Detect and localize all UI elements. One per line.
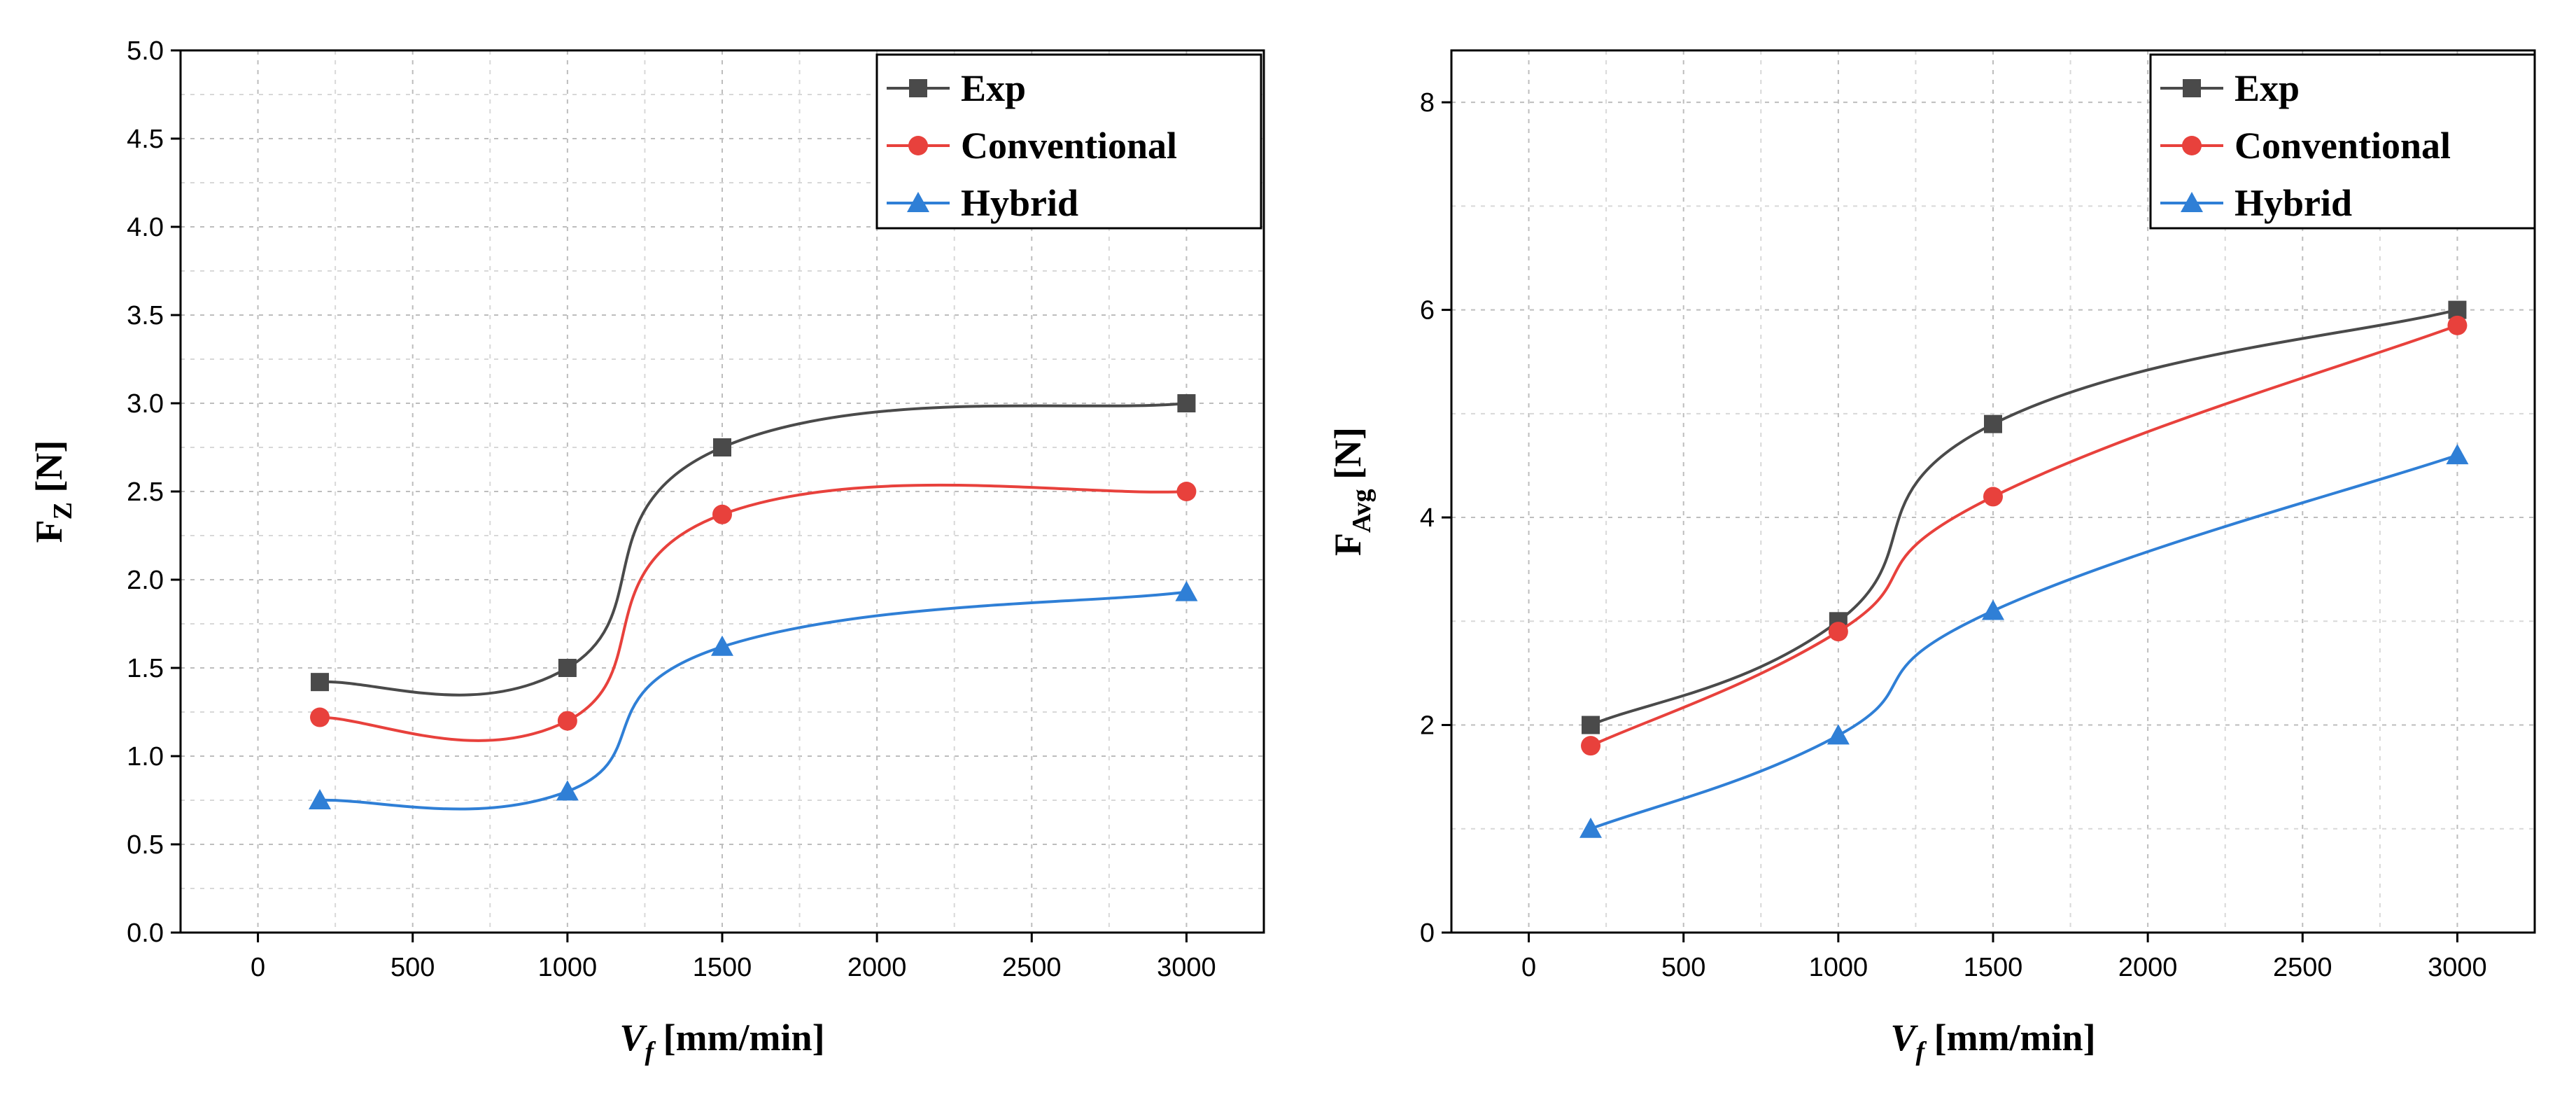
series-exp [1582,300,2467,734]
x-axis-title-sub: f [1915,1037,1927,1066]
y-tick-label: 2.0 [127,566,164,595]
y-axis-title-sub: Z [48,502,78,519]
y-tick-label: 5.0 [127,36,164,66]
y-axis-title-rest: [N] [1327,427,1369,489]
y-tick-label: 8 [1420,88,1435,118]
series-line-conventional [1590,323,2458,747]
chart-favg: 0 500 1000 1500 2000 2500 3000 0 2 4 6 8 Vf [mm/min]… [1327,49,2536,1066]
x-axis-title-main: V [1890,1017,1918,1059]
data-point-exp [1582,716,1600,734]
y-tick-label: 0 [1420,919,1435,948]
legend-marker-conventional [2182,136,2202,155]
y-axis-title-main: F [1327,533,1369,556]
series-line-hybrid [319,590,1187,811]
y-tick-label: 3.0 [127,389,164,419]
series-conventional [310,482,1197,742]
x-tick-label: 1500 [693,953,752,982]
series-line-conventional [319,483,1187,742]
data-point-exp [1177,394,1196,412]
data-point-hybrid [1982,599,2004,620]
data-point-hybrid [2446,444,2469,465]
x-tick-label: 1500 [1964,953,2023,982]
legend-marker-conventional [908,136,928,155]
y-tick-label: 2 [1420,711,1435,741]
y-tick-label: 4.5 [127,125,164,154]
x-tick-label: 2000 [847,953,907,982]
y-axis-title: FAvg [N] [1327,427,1377,556]
data-point-conventional [2447,315,2468,335]
x-tick-label: 500 [1661,953,1705,982]
x-axis-title-rest: [mm/min] [654,1017,824,1059]
data-point-conventional [712,504,732,524]
series-hybrid [1579,444,2469,838]
x-tick-label: 2000 [2118,953,2178,982]
data-point-conventional [1176,482,1197,501]
y-tick-label: 0.5 [127,830,164,860]
y-tick-label: 3.5 [127,301,164,330]
legend-label-conventional: Conventional [961,125,1177,167]
y-axis-title: FZ [N] [28,440,78,543]
series-hybrid [309,580,1198,811]
data-point-hybrid [711,635,733,656]
series-exp [311,394,1196,697]
x-tick-label: 2500 [1002,953,1062,982]
legend-label-hybrid: Hybrid [2234,182,2352,224]
x-tick-label: 1000 [1809,953,1868,982]
y-tick-label: 1.5 [127,654,164,683]
chart-fz: 0 500 1000 1500 2000 2500 3000 0.0 0.5 1.0 1.5 2.0 2… [28,36,1265,1066]
y-tick-label: 0.0 [127,919,164,948]
legend-marker-exp [909,79,927,97]
x-tick-label: 500 [390,953,435,982]
data-point-hybrid [309,789,332,809]
legend: Exp Conventional Hybrid [875,53,1262,230]
legend-marker-hybrid [907,192,929,212]
y-tick-label: 4.0 [127,213,164,242]
y-tick-label: 6 [1420,296,1435,326]
legend: Exp Conventional Hybrid [2149,53,2536,230]
y-axis-title-sub: Avg [1347,489,1377,533]
x-axis-title: Vf [mm/min] [619,1017,824,1066]
data-point-hybrid [1827,724,1850,745]
data-point-hybrid [1579,817,1603,838]
legend-box [2149,53,2536,230]
data-point-exp [558,659,577,677]
legend-box [875,53,1262,230]
y-axis-title-rest: [N] [28,440,70,502]
y-tick-label: 1.0 [127,742,164,772]
data-point-exp [1984,414,2002,433]
series-line-hybrid [1590,454,2458,830]
x-axis-title-rest: [mm/min] [1924,1017,2095,1059]
data-point-conventional [1581,736,1601,756]
series-conventional [1581,315,2468,756]
x-tick-label: 0 [1521,953,1536,982]
data-point-hybrid [1175,580,1198,601]
data-point-conventional [1828,622,1848,642]
legend-marker-exp [2183,79,2201,97]
x-tick-label: 2500 [2273,953,2332,982]
data-point-conventional [310,707,330,727]
legend-label-exp: Exp [2234,67,2300,109]
legend-label-hybrid: Hybrid [961,182,1078,224]
legend-label-conventional: Conventional [2234,125,2451,167]
data-point-conventional [557,711,577,731]
x-axis-title: Vf [mm/min] [1890,1017,2095,1066]
data-point-conventional [1983,487,2003,507]
x-axis-title-sub: f [645,1037,656,1066]
data-point-exp [713,438,731,456]
x-tick-label: 3000 [2428,953,2487,982]
x-tick-label: 3000 [1157,953,1216,982]
series-line-exp [319,402,1187,697]
y-axis-title-main: F [28,519,70,543]
x-tick-label: 0 [251,953,265,982]
legend-label-exp: Exp [961,67,1026,109]
y-tick-label: 2.5 [127,477,164,507]
x-axis-title-main: V [619,1017,647,1059]
x-tick-label: 1000 [538,953,598,982]
legend-marker-hybrid [2181,192,2203,212]
data-point-exp [311,673,330,692]
data-point-hybrid [556,780,579,801]
y-tick-label: 4 [1420,503,1435,533]
series-line-exp [1590,308,2458,727]
